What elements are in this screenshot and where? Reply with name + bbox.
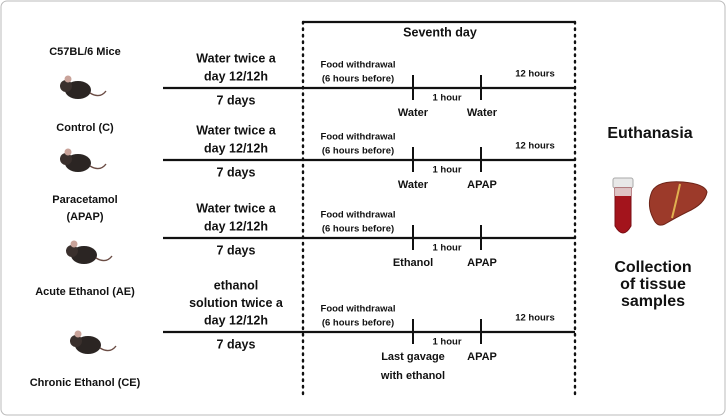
withdrawal-label: Food withdrawal xyxy=(321,60,396,71)
treatment-label: day 12/12h xyxy=(204,219,268,233)
first-dose-label: Water xyxy=(398,107,429,119)
liver-icon xyxy=(648,181,708,226)
group-label: Control (C) xyxy=(56,122,114,134)
duration-label: 7 days xyxy=(217,243,256,257)
treatment-label: day 12/12h xyxy=(204,69,268,83)
mouse-icon xyxy=(60,75,107,99)
second-dose-label: APAP xyxy=(467,351,497,363)
withdrawal-label: (6 hours before) xyxy=(322,318,394,329)
withdrawal-label: Food withdrawal xyxy=(321,304,396,315)
first-dose-label: Last gavage xyxy=(381,351,445,363)
mouse-head xyxy=(66,245,78,257)
end-label: 12 hours xyxy=(515,141,555,152)
second-dose-label: APAP xyxy=(467,179,497,191)
treatment-label: Water twice a xyxy=(196,123,276,137)
tube-icon xyxy=(612,177,634,234)
second-dose-label: APAP xyxy=(467,257,497,269)
treatment-label: solution twice a xyxy=(189,296,284,310)
collection-label: samples xyxy=(621,293,685,310)
mouse-ear xyxy=(64,148,72,156)
duration-label: 7 days xyxy=(217,93,256,107)
treatment-label: day 12/12h xyxy=(204,141,268,155)
withdrawal-label: (6 hours before) xyxy=(322,74,394,85)
mouse-ear xyxy=(74,330,82,338)
euthanasia-label: Euthanasia xyxy=(607,125,692,142)
mouse-tail xyxy=(89,163,107,170)
interval-label: 1 hour xyxy=(432,243,461,254)
treatment-label: Water twice a xyxy=(196,51,276,65)
treatment-label: day 12/12h xyxy=(204,313,268,327)
duration-label: 7 days xyxy=(217,165,256,179)
end-label: 12 hours xyxy=(515,313,555,324)
mouse-ear xyxy=(70,240,78,248)
duration-label: 7 days xyxy=(217,337,256,351)
interval-label: 1 hour xyxy=(432,337,461,348)
group-label: Acute Ethanol (AE) xyxy=(35,286,135,298)
treatment-label: Water twice a xyxy=(196,201,276,215)
collection-label: Collection xyxy=(614,259,691,276)
mouse-icon xyxy=(60,148,107,172)
mouse-tail xyxy=(89,90,107,97)
mouse-ear xyxy=(64,75,72,83)
mouse-head xyxy=(60,153,72,165)
group-label: (APAP) xyxy=(66,211,103,223)
first-dose-label: Ethanol xyxy=(393,257,433,269)
interval-label: 1 hour xyxy=(432,93,461,104)
withdrawal-label: Food withdrawal xyxy=(321,132,396,143)
first-dose-label: with ethanol xyxy=(380,370,445,382)
group-label: Paracetamol xyxy=(52,194,117,206)
interval-label: 1 hour xyxy=(432,165,461,176)
mouse-tail xyxy=(99,345,117,352)
collection-label: of tissue xyxy=(620,276,686,293)
withdrawal-label: Food withdrawal xyxy=(321,210,396,221)
end-label: 12 hours xyxy=(515,69,555,80)
group-label: C57BL/6 Mice xyxy=(49,46,121,58)
mouse-tail xyxy=(95,255,113,262)
mouse-icon xyxy=(66,240,113,264)
withdrawal-label: (6 hours before) xyxy=(322,146,394,157)
mouse-head xyxy=(60,80,72,92)
treatment-label: ethanol xyxy=(214,278,258,292)
withdrawal-label: (6 hours before) xyxy=(322,224,394,235)
first-dose-label: Water xyxy=(398,179,429,191)
mouse-head xyxy=(70,335,82,347)
second-dose-label: Water xyxy=(467,107,498,119)
group-label: Chronic Ethanol (CE) xyxy=(30,377,141,389)
mouse-icon xyxy=(70,330,117,354)
seventh-day-label: Seventh day xyxy=(403,25,477,39)
